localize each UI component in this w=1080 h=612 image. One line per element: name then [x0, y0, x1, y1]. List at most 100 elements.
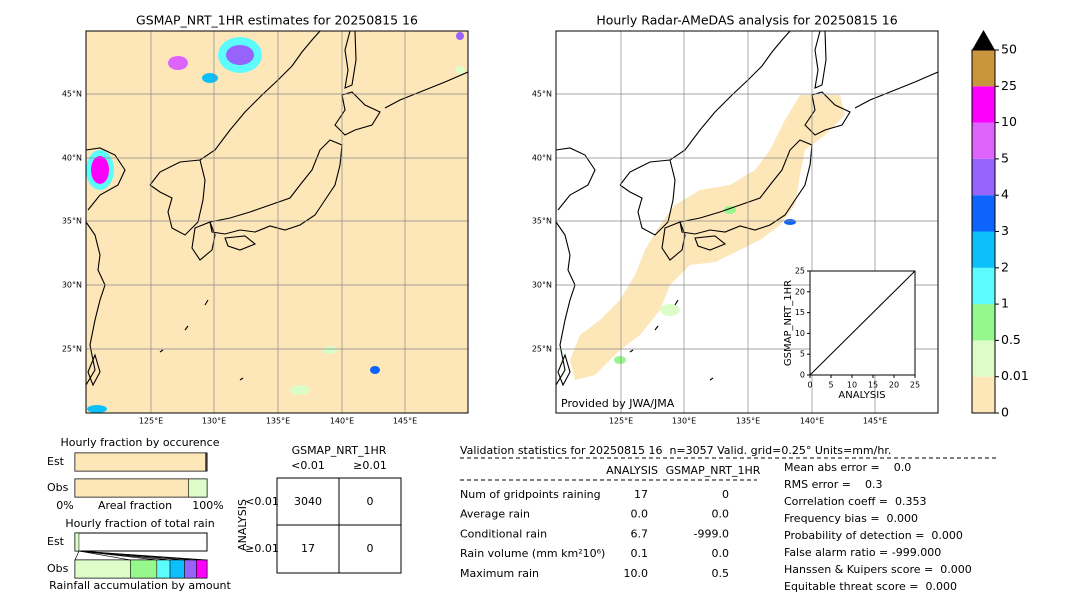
row-value: 0.5: [712, 567, 730, 580]
cell: 3040: [294, 495, 322, 508]
bar-label: Est: [47, 535, 65, 548]
colorbar: 0 0.01 0.5 1 2 3 4 5 10 25 50: [971, 30, 1029, 420]
colorbar-label: 0: [1001, 405, 1009, 420]
colorbar-label: 4: [1001, 187, 1009, 202]
lat-label: 30°N: [62, 281, 82, 290]
wedge-line: [78, 550, 131, 561]
wedge-line: [74, 550, 80, 561]
x-tick-label: 15: [868, 381, 878, 390]
lon-label: 130°E: [202, 417, 226, 426]
bar-segment: [196, 559, 208, 579]
lat-label: 45°N: [62, 90, 82, 99]
colorbar-label: 0.01: [1001, 368, 1029, 383]
row-value: 0: [722, 488, 729, 501]
cell: 17: [301, 542, 315, 555]
colorbar-bin: [972, 122, 995, 159]
colorbar-bin: [972, 340, 995, 377]
x-label: ANALYSIS: [838, 390, 885, 401]
bar-segment: [130, 559, 158, 579]
row-value: 0.0: [712, 547, 730, 560]
colorbar-bin: [972, 267, 995, 305]
lon-label: 140°E: [800, 417, 824, 426]
colorbar-label: 25: [1001, 78, 1017, 93]
y-tick-label: 25: [795, 267, 805, 276]
left-map: 45°N 40°N 35°N 30°N 25°N 125°E 130°E 135°E 140°E…: [62, 13, 469, 426]
colorbar-label: 10: [1001, 114, 1017, 129]
lon-label: 135°E: [736, 417, 760, 426]
col-header: GSMAP_NRT_1HR: [666, 464, 761, 477]
x-tick-label: 0: [807, 381, 812, 390]
score: False alarm ratio = -999.000: [784, 546, 941, 559]
y-tick-label: 20: [795, 287, 805, 296]
score: RMS error = 0.3: [784, 478, 882, 491]
statistics: Validation statistics for 20250815 16 n=…: [460, 444, 996, 593]
map-frame: [85, 30, 469, 414]
col-header: ≥0.01: [353, 459, 387, 472]
row-label: Average rain: [460, 508, 530, 521]
score: Equitable threat score = 0.000: [784, 580, 957, 593]
lat-label: 40°N: [62, 154, 82, 163]
colorbar-label: 5: [1001, 150, 1009, 165]
bar-segment: [74, 532, 80, 552]
lat-label: 35°N: [532, 217, 552, 226]
bar-label: Est: [47, 455, 65, 468]
right-map: 45°N 40°N 35°N 30°N 25°N 125°E 130°E 135°E 140°E…: [532, 13, 939, 426]
colorbar-label: 1: [1001, 296, 1009, 311]
row-value: 0.0: [712, 508, 730, 521]
y-tick-label: 5: [800, 350, 805, 359]
score: Frequency bias = 0.000: [784, 512, 918, 525]
lat-label: 30°N: [532, 281, 552, 290]
panel-title: Hourly fraction of total rain: [65, 517, 214, 530]
colorbar-bin: [972, 195, 995, 232]
lon-label: 145°E: [393, 417, 417, 426]
bar-frame: [74, 532, 208, 552]
row-header: ≥0.01: [245, 542, 279, 555]
row-value: 17: [634, 488, 648, 501]
colorbar-label: 50: [1001, 42, 1017, 57]
row-header: <0.01: [245, 495, 279, 508]
lon-label: 125°E: [139, 417, 163, 426]
lon-label: 130°E: [672, 417, 696, 426]
grid: 45°N 40°N 35°N 30°N 25°N 125°E 130°E 135°E 140°E…: [532, 31, 938, 426]
row-label: Maximum rain: [460, 567, 539, 580]
x-tick-label: 10: [847, 381, 857, 390]
x-tick-label: 5: [828, 381, 833, 390]
bar-segment: [156, 559, 171, 579]
colorbar-bin: [972, 376, 995, 413]
col-header: <0.01: [291, 459, 325, 472]
axis-label: 0%: [56, 499, 73, 512]
colorbar-bin: [972, 86, 995, 123]
row-value: 10.0: [624, 567, 649, 580]
bar-segment: [74, 559, 131, 579]
colorbar-label: 0.5: [1001, 332, 1021, 347]
lon-label: 135°E: [266, 417, 290, 426]
y-tick-label: 0: [800, 371, 805, 380]
bar-segment: [169, 559, 185, 579]
precip: [86, 31, 468, 413]
colorbar-label: 2: [1001, 259, 1009, 274]
axis-label: 100%: [192, 499, 223, 512]
analysis-domain: [570, 95, 845, 380]
colorbar-bin: [972, 304, 995, 341]
colorbar-extend: [972, 30, 995, 50]
diagonal: [809, 270, 916, 376]
cell: 0: [367, 542, 374, 555]
panel-footer: Rainfall accumulation by amount: [49, 579, 231, 592]
row-label: Rain volume (mm km²10⁶): [460, 547, 605, 560]
bar-segment: [205, 452, 208, 472]
table-title: GSMAP_NRT_1HR: [292, 444, 387, 457]
lon-label: 140°E: [330, 417, 354, 426]
x-tick-label: 25: [910, 381, 920, 390]
panel-title: Hourly fraction by occurence: [61, 436, 220, 449]
score: Probability of detection = 0.000: [784, 529, 963, 542]
y-tick-label: 10: [795, 329, 805, 338]
row-value: 0.0: [631, 508, 649, 521]
y-label: GSMAP_NRT_1HR: [783, 280, 794, 366]
lat-label: 45°N: [532, 90, 552, 99]
colorbar-bin: [972, 158, 995, 196]
y-tick-label: 15: [795, 308, 805, 317]
bar-segment: [74, 478, 189, 498]
map-background: [86, 31, 468, 413]
x-tick-label: 20: [889, 381, 899, 390]
